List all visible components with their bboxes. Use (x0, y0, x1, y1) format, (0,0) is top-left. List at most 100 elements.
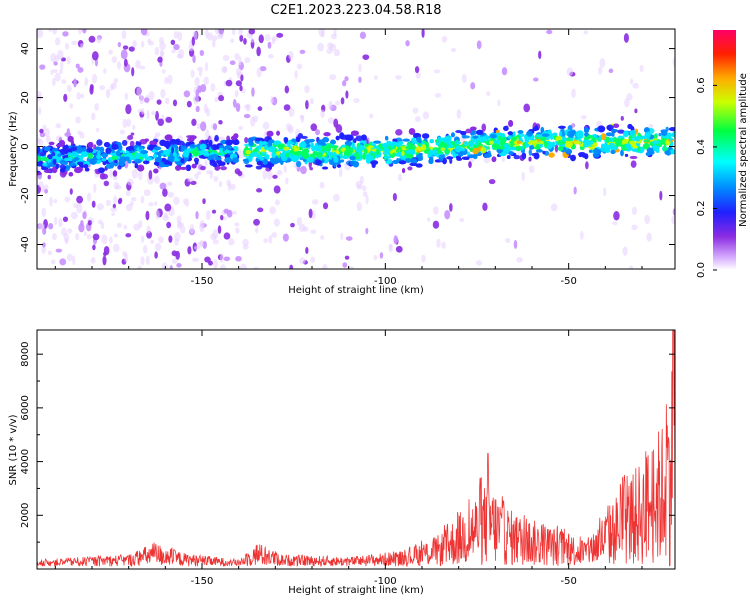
spectrogram-cell (449, 158, 453, 164)
spectrogram-cell (604, 147, 611, 153)
spectrogram-cell (71, 40, 78, 45)
spectrogram-cell (64, 196, 71, 203)
spectrogram-cell (502, 143, 510, 151)
spectrogram-cell (405, 40, 410, 47)
spectrogram-cell (363, 147, 368, 155)
spectrogram-cell (630, 160, 637, 168)
spectrogram-cell (37, 146, 41, 153)
spectrogram-cell (77, 155, 84, 159)
spectrogram-cell (285, 177, 289, 185)
spectrogram-cell (50, 259, 56, 265)
spectrogram-cell (524, 137, 530, 143)
spectrogram-cell (268, 165, 272, 170)
spectrogram-cell (148, 90, 155, 101)
spectrogram-cell (264, 154, 270, 160)
spectrogram-y-tick-label: 40 (20, 42, 31, 55)
spectrogram-cell (68, 162, 76, 167)
spectrogram-cell (134, 152, 142, 158)
spectrogram-cell (416, 136, 422, 142)
spectrogram-cell (659, 190, 663, 201)
spectrogram-cell (362, 54, 370, 60)
spectrogram-cell (185, 164, 192, 172)
spectrogram-cell (59, 258, 67, 266)
spectrogram-cell (63, 93, 68, 102)
spectrogram-cell (148, 169, 153, 180)
spectrogram-cell (415, 163, 423, 168)
spectrogram-cell (52, 29, 58, 35)
spectrogram-cell (268, 235, 273, 244)
spectrogram-cell (505, 237, 511, 244)
spectrogram-cell (41, 186, 45, 193)
spectrogram-cell (446, 140, 451, 145)
spectrogram-cell (402, 168, 406, 174)
spectrogram-cell (173, 196, 180, 206)
spectrogram-cell (658, 132, 662, 137)
spectrogram-cell (329, 156, 333, 160)
spectrogram-cell (345, 90, 349, 99)
spectrogram-cell (170, 146, 175, 154)
spectrogram-cell (358, 144, 365, 151)
spectrogram-cell (183, 90, 191, 98)
spectrogram-cell (113, 233, 119, 238)
spectrogram-cell (232, 98, 237, 108)
spectrogram-cell (245, 103, 251, 112)
spectrogram-cell (333, 49, 340, 57)
spectrogram-cell (155, 161, 160, 166)
spectrogram-cell (317, 144, 322, 151)
spectrogram-cell (292, 155, 298, 160)
spectrogram-cell (668, 127, 675, 132)
spectrogram-cell (561, 136, 567, 143)
spectrogram-cell (62, 31, 69, 37)
spectrogram-cell (125, 189, 131, 197)
snr-y-tick-label: 2000 (20, 503, 31, 528)
spectrogram-cell (226, 209, 233, 218)
spectrogram-cell (304, 85, 310, 94)
chart-title: C2E1.2023.223.04.58.R18 (270, 3, 441, 18)
spectrogram-cell (347, 266, 355, 269)
spectrogram-cell (53, 61, 58, 66)
spectrogram-cell (474, 141, 479, 146)
spectrogram-cell (175, 165, 181, 171)
spectrogram-cell (91, 200, 96, 208)
spectrogram-cell (244, 57, 251, 64)
spectrogram-cell (173, 30, 179, 39)
spectrogram-cell (165, 142, 170, 150)
spectrogram-cell (482, 135, 490, 141)
spectrogram-cell (232, 146, 239, 150)
spectrogram-cell (73, 78, 77, 88)
spectrogram-cell (96, 139, 103, 146)
spectrogram-cell (38, 223, 45, 230)
spectrogram-cell (163, 161, 171, 165)
spectrogram-cell (506, 155, 511, 160)
spectrogram-cell (121, 139, 128, 146)
spectrogram-cell (209, 159, 216, 164)
spectrogram-cell (61, 79, 67, 84)
spectrogram-cell (333, 156, 339, 163)
spectrogram-cell (517, 130, 524, 134)
spectrogram-cell (220, 166, 227, 171)
spectrogram-cell (326, 143, 332, 150)
spectrogram-cell (187, 246, 192, 255)
spectrogram-cell (290, 222, 295, 228)
spectrogram-cell (162, 215, 170, 222)
spectrogram-cell (86, 148, 90, 153)
spectrogram-cell (59, 68, 63, 75)
spectrogram-cell (412, 107, 419, 114)
colorbar-tick-label: 0.6 (696, 77, 707, 93)
spectrogram-cell (608, 68, 614, 74)
spectrogram-cell (629, 130, 637, 135)
spectrogram-cell (456, 157, 463, 161)
spectrogram-cell (123, 224, 128, 230)
spectrogram-cell (643, 139, 651, 143)
spectrogram-cell (191, 36, 195, 46)
colorbar-tick-label: 0.2 (696, 201, 707, 217)
spectrogram-cell (353, 98, 360, 104)
spectrogram-cell (204, 29, 209, 39)
snr-y-axis-label: SNR (10 * v/v) (8, 414, 19, 485)
spectrogram-cell (242, 244, 249, 250)
spectrogram-cell (310, 229, 317, 234)
spectrogram-cell (222, 54, 230, 61)
spectrogram-cell (671, 214, 675, 225)
spectrogram-cell (205, 129, 210, 140)
spectrogram-cell (245, 149, 252, 155)
